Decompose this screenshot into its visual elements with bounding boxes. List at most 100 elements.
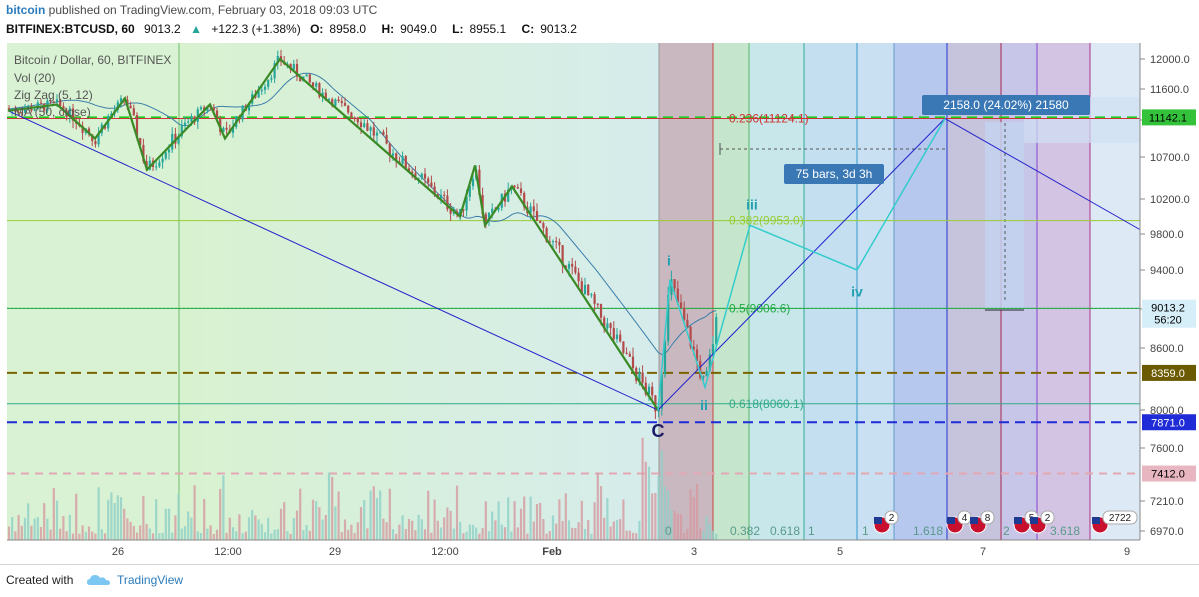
candle-body [484, 214, 487, 221]
candle-body [583, 284, 587, 295]
volume-bar [382, 518, 385, 540]
volume-bar [219, 488, 222, 540]
legend-ma[interactable]: MA (50, close) [14, 105, 91, 119]
candle-body [212, 107, 215, 111]
author-link[interactable]: bitcoin [6, 3, 46, 17]
elliott-wave[interactable] [657, 118, 946, 411]
us-flag-icon[interactable]: 2722 [1091, 510, 1138, 534]
candle-body [334, 99, 337, 106]
candle-body [465, 196, 468, 211]
volume-bar [654, 493, 657, 540]
legend-title[interactable]: Bitcoin / Dollar, 60, BITFINEX [14, 53, 171, 67]
candle-body [609, 323, 612, 329]
price-label-0: 11142.1 [1142, 109, 1196, 126]
price-label-3: 8359.0 [1142, 364, 1196, 381]
legend-zigzag[interactable]: Zig Zag (5, 12) [14, 88, 93, 102]
volume-bar [203, 498, 206, 540]
volume-bar [526, 533, 529, 540]
volume-bar [548, 531, 551, 540]
volume-bar [36, 517, 39, 540]
tradingview-link[interactable]: TradingView [117, 573, 184, 587]
candle-body [292, 64, 295, 70]
candle-body [545, 227, 548, 242]
fib-levels: 0.236(11124.1) 0.382(9953.0) 0.5(9006.6) 0.… [7, 112, 1140, 411]
open-label: O: [310, 22, 324, 36]
volume-bar [673, 510, 676, 540]
volume-bar [78, 533, 81, 540]
fib-zone-1 [7, 43, 179, 540]
legend-vol[interactable]: Vol (20) [14, 71, 55, 85]
volume-bar [532, 521, 535, 540]
volume-bar [497, 501, 500, 540]
trend-line[interactable] [7, 110, 1141, 411]
volume-bar [475, 527, 478, 540]
candle-body [647, 386, 651, 395]
candle-body [327, 99, 331, 101]
time-axis[interactable] [7, 540, 1140, 564]
volume-bar [359, 507, 363, 540]
symbol-line: BITFINEX:BTCUSD, 60 9013.2 ▲ +122.3 (+1.… [6, 22, 589, 36]
volume-bar [299, 488, 302, 540]
volume-bar [52, 487, 55, 540]
candle-body [411, 171, 414, 174]
candle-body [596, 303, 599, 305]
fib-time-label-4: 1 [862, 524, 869, 538]
candle-body [94, 141, 97, 145]
candle-body [516, 187, 519, 189]
event-badge-count: 8 [985, 513, 991, 524]
candle-body [180, 125, 183, 137]
volume-bar [260, 523, 263, 540]
candle-body [231, 127, 235, 133]
candle-body [529, 206, 532, 214]
candle-body [702, 376, 705, 378]
volume-bar [311, 499, 315, 540]
candle-body [670, 279, 673, 296]
volume-bar [510, 531, 513, 540]
candle-body [523, 192, 526, 208]
us-flag-icon[interactable]: 8 [969, 510, 995, 534]
volume-bar [379, 490, 382, 540]
volume-bar [321, 519, 324, 540]
symbol-label[interactable]: BITFINEX:BTCUSD, 60 [6, 22, 135, 36]
volume-bar [539, 502, 542, 540]
candle-body [129, 105, 132, 109]
candle-body [273, 63, 276, 79]
us-flag-icon[interactable]: 4 [946, 510, 972, 534]
price-axis[interactable] [1140, 43, 1199, 540]
volume-bar [555, 523, 558, 540]
volume-bar [129, 521, 132, 540]
candle-body [590, 294, 593, 296]
candle-body [667, 295, 670, 342]
volume-bar [190, 517, 193, 540]
volume-bar [180, 528, 183, 540]
candle-body [478, 169, 481, 195]
fib-time-label-7: 3.618 [1050, 524, 1080, 538]
us-flag-icon[interactable]: 2 [1029, 510, 1055, 534]
candle-body [459, 209, 462, 214]
price-tick-label: 12000.0 [1150, 54, 1190, 66]
volume-bar [315, 501, 318, 540]
candle-body [641, 372, 644, 383]
volume-bar [206, 528, 209, 540]
volume-bar [270, 533, 273, 540]
candle-body [622, 341, 625, 353]
candle-body [369, 127, 372, 131]
volume-bar [699, 528, 702, 540]
volume-bar [404, 529, 407, 540]
time-tick-label: 26 [112, 546, 124, 558]
volume-bar [171, 532, 174, 540]
volume-bar [484, 501, 487, 540]
candle-body [142, 144, 145, 162]
volume-bar [593, 502, 596, 540]
us-flag-icon[interactable]: 2 [873, 510, 899, 534]
price-chart[interactable]: 0.236(11124.1) 0.382(9953.0) 0.5(9006.6) 0.… [0, 40, 1199, 564]
candle-body [260, 89, 263, 92]
volume-bar [263, 532, 267, 540]
candle-body [695, 349, 699, 361]
candle-body [631, 356, 635, 368]
candle-body [612, 328, 615, 340]
low-value: 8955.1 [469, 22, 507, 36]
candle-body [676, 288, 679, 303]
volume-bar [545, 533, 548, 540]
volume-bar [187, 511, 190, 540]
